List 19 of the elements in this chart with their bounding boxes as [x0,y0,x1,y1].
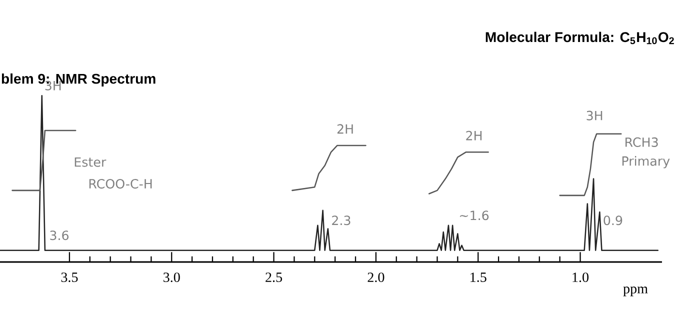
x-axis-title: ppm [623,286,648,296]
annotation: 0.9 [604,216,622,226]
annotation: 2H [337,124,353,134]
annotation: RCOO-C-H [89,178,152,189]
annotation: 3.6 [50,230,69,240]
x-tick-label: 3.5 [61,272,78,282]
annotation: 3H [586,110,602,120]
x-tick-label: 1.0 [572,272,589,282]
annotation: 2H [466,130,482,140]
annotation: 2.3 [332,216,350,226]
annotation: RCH3 [626,137,658,147]
annotation: ~1.6 [460,210,489,220]
x-tick-label: 3.0 [164,272,180,282]
annotation: Primary [622,156,670,168]
x-tick-label: 2.5 [266,272,282,282]
annotation: Ester [74,157,106,167]
x-tick-label: 1.5 [470,272,486,282]
x-tick-label: 2.0 [368,272,384,282]
chart-subtitle: Molecular Formula: C$_{5}$H$_{10}$O$_{2}$ [486,32,674,44]
